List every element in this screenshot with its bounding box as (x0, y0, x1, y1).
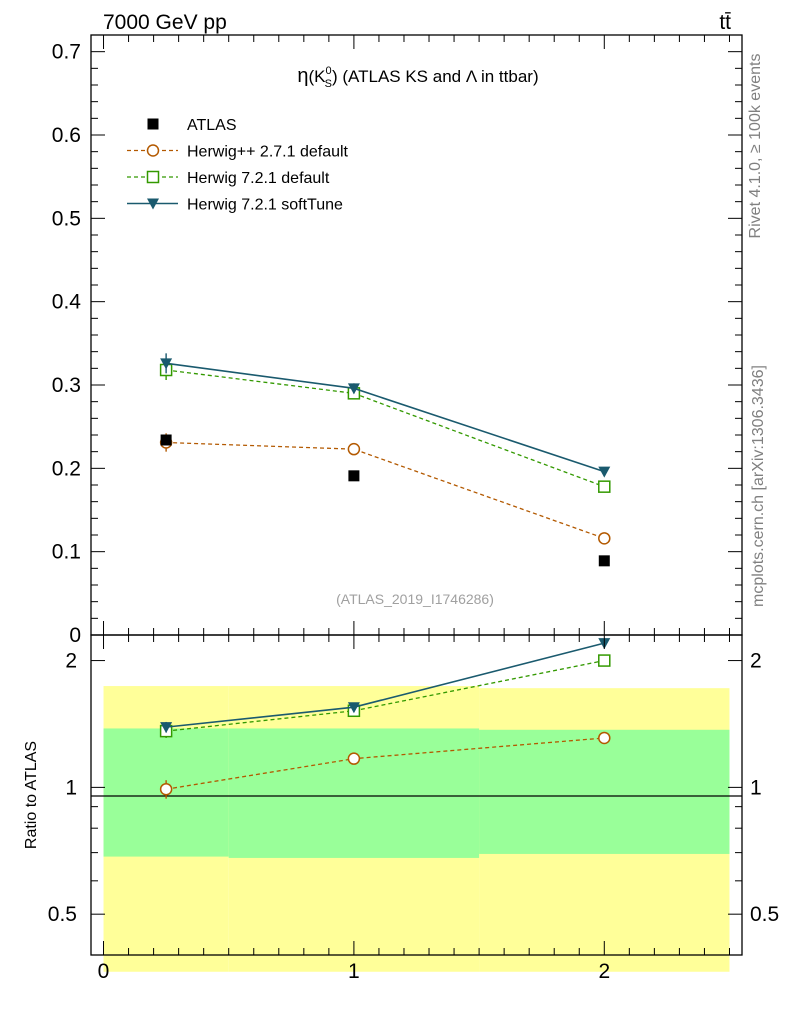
legend-entry: ATLAS (147, 117, 237, 134)
series-line (166, 369, 605, 488)
data-point (160, 722, 173, 734)
x-tick-label: 1 (348, 960, 360, 983)
series-atlas (160, 434, 610, 567)
data-point (347, 702, 360, 714)
legend-label: ATLAS (187, 117, 237, 134)
legend-label: Herwig++ 2.7.1 default (187, 144, 349, 161)
x-tick-label: 0 (98, 960, 110, 983)
data-point (160, 434, 172, 446)
data-point (347, 383, 360, 395)
ratio-y-tick-label: 1 (65, 776, 77, 799)
series-herwig-2-7-1-default (159, 433, 611, 545)
process-label: tt̄ (719, 11, 731, 34)
series-line (166, 441, 605, 539)
data-point (347, 442, 361, 456)
ratio-y-tick-label-right: 1 (750, 776, 762, 799)
data-point (159, 782, 173, 796)
main-title: η(K0 S) (ATLAS KS and Λ in ttbar) (297, 65, 538, 90)
legend-marker (146, 144, 160, 157)
data-point (160, 358, 173, 370)
legend-marker (147, 198, 159, 210)
ratio-y-tick-label-right: 2 (750, 650, 762, 673)
band-stat-uncertainty (103, 728, 730, 858)
y-tick-label: 0.1 (52, 541, 81, 564)
series-herwig-7-2-1-default (159, 360, 611, 493)
y-tick-label: 0.4 (52, 291, 82, 314)
rivet-version-label: Rivet 4.1.0, ≥ 100k events (747, 54, 764, 239)
y-tick-label: 0.2 (52, 457, 81, 480)
main-axes: 0.1 0.2 0.3 0.4 0.5 0.6 0.7 0 (52, 34, 742, 647)
data-point (598, 480, 611, 493)
y-tick-label: 0.7 (52, 41, 81, 64)
data-point (598, 532, 611, 545)
energy-label: 7000 GeV pp (103, 11, 227, 34)
legend-entry: Herwig++ 2.7.1 default (127, 144, 349, 161)
main-data-marks (159, 353, 611, 567)
ratio-y-tick-label-right: 0.5 (750, 903, 779, 926)
legend-entry: Herwig 7.2.1 default (127, 170, 330, 187)
y-tick-label: 0.6 (52, 124, 81, 147)
ratio-panel: 0.5 0.5 1 1 2 2 0 1 2 Ratio to ATLAS (23, 634, 779, 983)
data-point (598, 555, 610, 567)
ratio-data-marks (159, 638, 611, 799)
legend-marker (147, 118, 159, 130)
legend-label: Herwig 7.2.1 default (187, 170, 330, 187)
legend: ATLAS Herwig++ 2.7.1 default Herwig 7.2.1 … (127, 117, 349, 214)
ratio-axes: 0.5 0.5 1 1 2 2 0 1 2 (48, 635, 779, 983)
data-point (598, 654, 611, 667)
ratio-y-tick-label: 0.5 (48, 903, 77, 926)
legend-label: Herwig 7.2.1 softTune (187, 197, 343, 214)
main-panel: 0.1 0.2 0.3 0.4 0.5 0.6 0.7 0 η(K0 S) (ATLAS KS … (52, 34, 743, 647)
y-tick-label: 0.5 (52, 207, 81, 230)
data-point (598, 466, 611, 478)
data-point (598, 731, 611, 745)
series-herwig-2-7-1-default (159, 731, 611, 799)
band-bin (228, 728, 480, 858)
reference-label: (ATLAS_2019_I1746286) (336, 591, 494, 607)
y-tick-label: 0.3 (52, 374, 81, 397)
ratio-y-axis-label: Ratio to ATLAS (23, 741, 40, 849)
series-line (166, 659, 605, 732)
data-point (347, 752, 361, 765)
x-tick-label: 2 (598, 960, 610, 983)
ratio-y-tick-label: 2 (65, 650, 77, 673)
ratio-frame (90, 634, 743, 956)
series-herwig-7-2-1-softtune (160, 353, 611, 478)
band-bin (479, 729, 730, 854)
y-tick-label-zero: 0 (69, 624, 81, 647)
mcplots-label: mcplots.cern.ch [arXiv:1306.3436] (750, 365, 767, 607)
ratio-uncertainty-bands (103, 686, 730, 972)
data-point (348, 470, 360, 482)
series-line (166, 362, 605, 473)
legend-marker (146, 170, 160, 184)
legend-entry: Herwig 7.2.1 softTune (127, 197, 343, 214)
